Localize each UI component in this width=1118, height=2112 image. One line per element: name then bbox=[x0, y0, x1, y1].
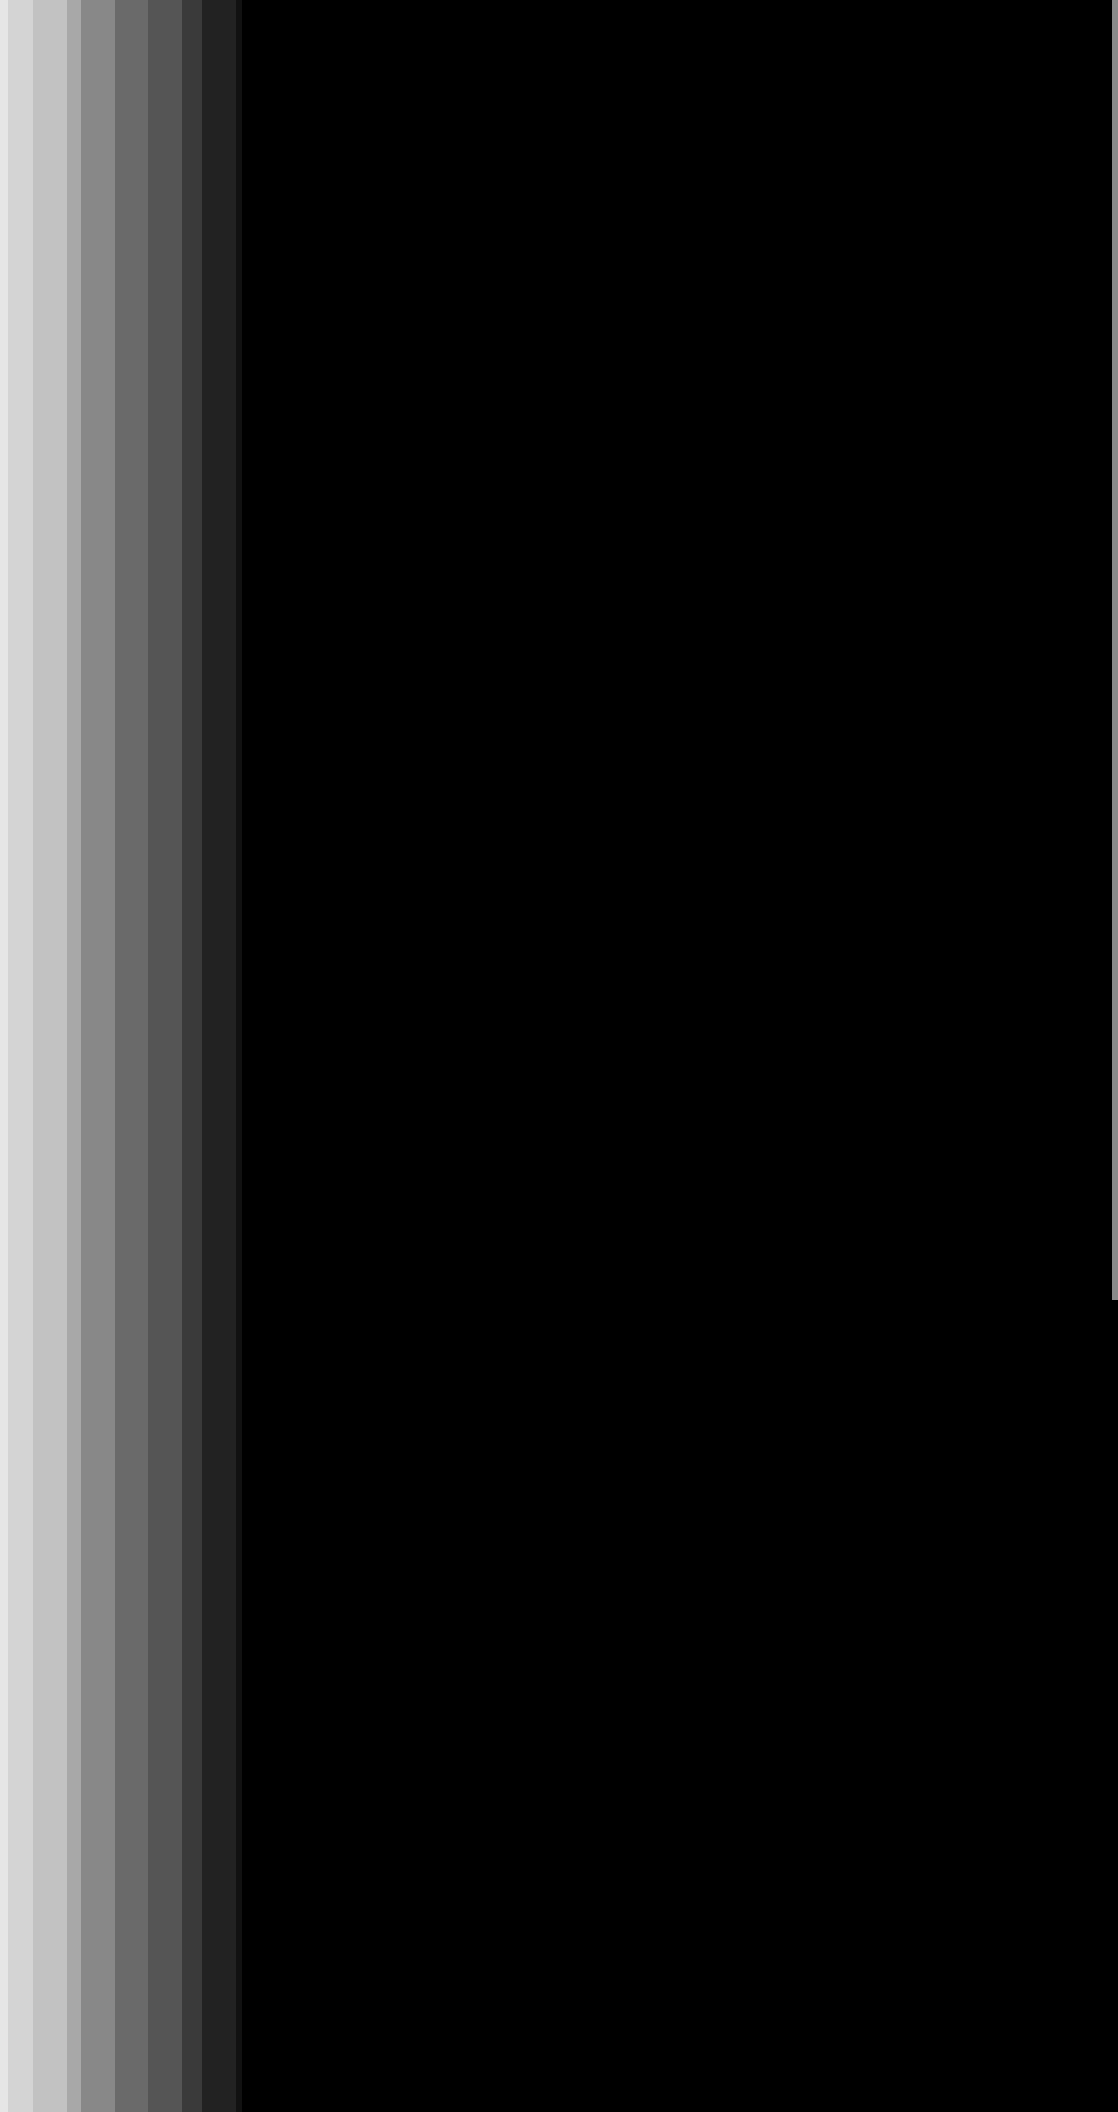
band bbox=[67, 0, 81, 2112]
band bbox=[182, 0, 202, 2112]
band bbox=[115, 0, 148, 2112]
band bbox=[0, 0, 8, 2112]
band bbox=[8, 0, 33, 2112]
band bbox=[81, 0, 115, 2112]
band bbox=[236, 0, 242, 2112]
band bbox=[202, 0, 236, 2112]
scrollbar[interactable] bbox=[1112, 0, 1118, 1300]
band bbox=[33, 0, 67, 2112]
band bbox=[148, 0, 182, 2112]
